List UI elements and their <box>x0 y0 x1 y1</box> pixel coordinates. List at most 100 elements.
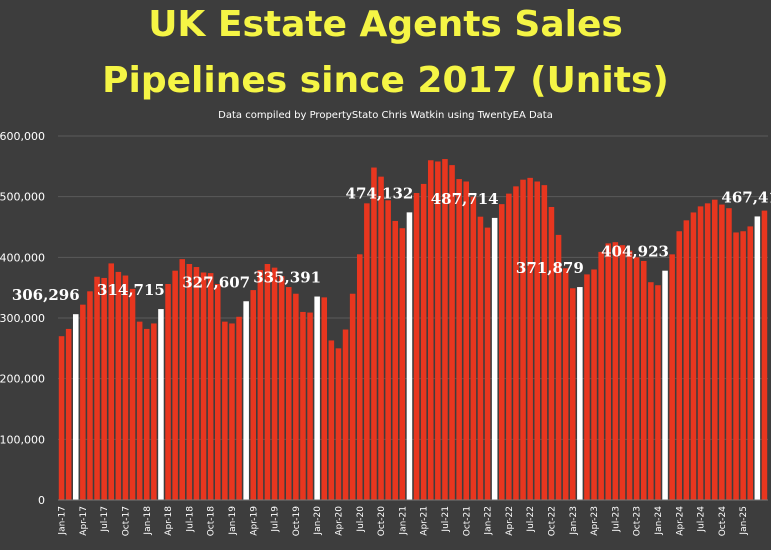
bar <box>214 284 221 500</box>
bar <box>328 340 335 500</box>
y-tick-label: 300,000 <box>0 312 45 325</box>
bar <box>605 243 612 500</box>
x-tick-label: Jan-17 <box>58 506 68 536</box>
x-tick-label: Jul-21 <box>441 506 451 533</box>
bar <box>711 199 718 500</box>
y-tick-label: 200,000 <box>0 373 45 386</box>
bar <box>527 177 533 501</box>
bar <box>143 328 150 500</box>
x-tick-label: Jan-25 <box>739 506 749 536</box>
x-tick-label: Jul-17 <box>100 506 110 533</box>
bar <box>300 311 306 500</box>
bar <box>598 251 604 500</box>
bar <box>513 186 519 500</box>
bar <box>399 228 406 501</box>
x-tick-label: Jul-23 <box>611 506 621 533</box>
chart-title-line-2: Pipelines since 2017 (Units) <box>102 60 669 101</box>
bar <box>491 217 498 500</box>
bar <box>477 216 484 501</box>
bar <box>65 328 72 500</box>
bar <box>243 301 249 500</box>
bar <box>222 321 228 500</box>
data-label: 467,414 <box>721 188 771 206</box>
bar <box>591 269 597 500</box>
bar <box>321 297 328 500</box>
bar <box>655 285 661 500</box>
x-tick-label: Apr-24 <box>675 506 685 536</box>
x-tick-label: Jan-24 <box>654 506 664 536</box>
bar <box>364 203 370 500</box>
bar <box>733 232 739 500</box>
bar <box>278 276 285 500</box>
bar <box>87 291 93 500</box>
bar <box>584 274 590 500</box>
bar <box>420 183 427 500</box>
bar <box>569 288 576 500</box>
x-tick-label: Oct-22 <box>547 506 557 536</box>
bar <box>293 293 299 500</box>
bar <box>229 323 235 500</box>
bar <box>690 212 697 500</box>
x-tick-label: Jul-20 <box>356 506 366 533</box>
bar <box>726 208 732 500</box>
y-tick-label: 500,000 <box>0 191 45 204</box>
x-tick-label: Oct-17 <box>121 506 131 536</box>
bar <box>406 212 413 500</box>
bar <box>108 263 115 500</box>
bar <box>435 161 441 501</box>
bar <box>413 193 420 500</box>
bar <box>640 260 647 500</box>
data-label: 404,923 <box>601 243 669 261</box>
bar <box>378 176 384 500</box>
data-label: 314,715 <box>97 281 165 299</box>
data-label: 306,296 <box>12 286 80 304</box>
bar <box>754 216 761 501</box>
x-tick-label: Jan-18 <box>143 506 153 536</box>
bar <box>633 257 640 500</box>
bar <box>158 309 164 500</box>
bar <box>541 185 548 500</box>
x-tick-label: Jan-19 <box>228 506 238 536</box>
bar <box>683 220 690 500</box>
chart-subtitle: Data compiled by PropertyStato Chris Wat… <box>218 110 553 121</box>
x-tick-label: Jan-22 <box>484 506 494 536</box>
bar <box>115 271 122 500</box>
y-tick-label: 400,000 <box>0 251 45 264</box>
bar <box>555 234 562 501</box>
x-tick-label: Apr-21 <box>420 506 430 536</box>
bar <box>612 242 619 500</box>
bar <box>385 200 391 500</box>
bar <box>704 203 711 500</box>
data-label: 474,132 <box>346 184 414 202</box>
x-tick-label: Apr-23 <box>590 506 600 536</box>
x-tick-label: Oct-23 <box>633 506 643 536</box>
bar <box>94 276 100 500</box>
bar <box>207 273 214 500</box>
bar <box>719 204 725 500</box>
bar <box>285 287 292 500</box>
data-label: 327,607 <box>182 273 250 291</box>
data-label: 487,714 <box>431 190 499 208</box>
bar <box>236 316 242 500</box>
x-tick-label: Oct-19 <box>292 506 302 537</box>
bar <box>484 227 491 500</box>
bar <box>349 293 356 500</box>
bar <box>619 245 626 500</box>
bar <box>392 220 399 500</box>
bar <box>151 323 157 500</box>
bar <box>548 206 555 501</box>
bar <box>129 288 136 500</box>
x-tick-label: Jan-20 <box>313 506 323 536</box>
bar <box>257 270 264 500</box>
data-label: 335,391 <box>253 269 321 287</box>
x-tick-label: Jul-24 <box>697 506 707 533</box>
bar <box>186 264 193 500</box>
bar <box>676 231 683 500</box>
bar <box>740 231 746 500</box>
bar <box>122 275 129 500</box>
bar <box>470 196 477 500</box>
x-tick-label: Apr-19 <box>249 506 259 536</box>
bar <box>562 268 569 500</box>
bar <box>456 179 462 500</box>
